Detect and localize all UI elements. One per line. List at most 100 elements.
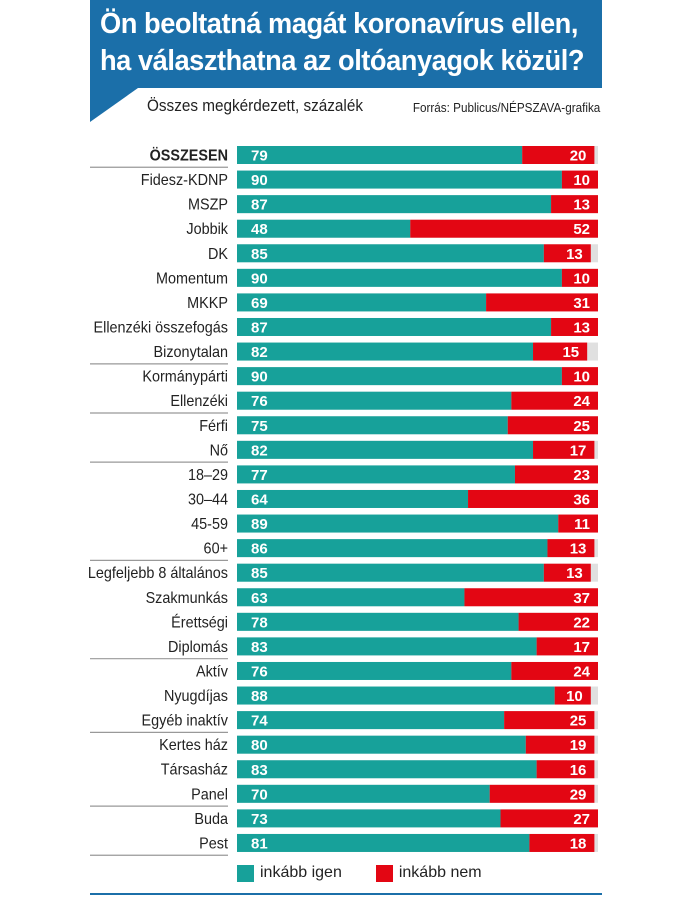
value-label-nem: 10 [566,688,583,705]
category-label: Fidesz-KDNP [141,171,228,189]
bar-igen [237,170,562,189]
bar-igen [237,465,515,484]
legend-label-igen: inkább igen [260,864,342,881]
bar-nem [410,219,598,238]
value-label-igen: 48 [251,221,268,238]
bar-igen [237,686,555,705]
value-label-nem: 27 [573,811,590,828]
value-label-nem: 37 [573,590,590,607]
value-label-igen: 90 [251,270,268,287]
value-label-igen: 89 [251,516,268,533]
category-label: 18–29 [188,466,228,484]
category-label: Diplomás [168,638,228,656]
value-label-nem: 23 [573,467,590,484]
category-label: 60+ [204,540,229,558]
value-label-igen: 87 [251,319,268,336]
category-label: MKKP [187,294,228,312]
legend-swatch-nem [375,864,393,882]
bar-igen [237,195,552,214]
category-label: Nő [210,442,228,460]
category-label: ÖSSZESEN [150,147,228,165]
bar-igen [237,760,537,779]
bar-nem [551,195,598,214]
bar-nem [547,539,595,558]
bar-igen [237,539,548,558]
bar-igen [237,391,512,410]
category-label: Panel [191,786,228,804]
value-label-igen: 70 [251,786,268,803]
value-label-igen: 85 [251,246,268,263]
chart-title: Ön beoltatná magát koronavírus ellen, ha… [100,6,584,80]
bar-igen [237,440,534,459]
value-label-igen: 76 [251,393,268,410]
category-label: Aktív [196,663,228,681]
bar-igen [237,317,552,336]
category-label: Kormánypárti [142,368,228,386]
bar-nem [536,637,598,656]
bar-nem [486,293,598,312]
value-label-igen: 90 [251,369,268,386]
category-label: Társasház [161,761,228,779]
value-label-nem: 10 [573,369,590,386]
category-label: DK [208,245,228,263]
bar-nem [504,711,595,730]
legend-swatch-igen [237,864,254,882]
value-label-igen: 79 [251,148,268,165]
bar-nem [543,244,591,263]
bar-nem [489,784,595,803]
value-label-nem: 10 [573,270,590,287]
category-label: Szakmunkás [146,589,229,607]
category-label: 30–44 [188,491,229,509]
value-label-igen: 63 [251,590,268,607]
value-label-nem: 36 [573,491,590,508]
bar-nem [522,146,595,164]
value-label-nem: 17 [573,639,590,656]
bar-igen [237,612,519,631]
value-label-nem: 13 [566,565,583,582]
bar-nem [561,367,598,386]
legend-item-nem: inkább nem [375,864,482,882]
category-label: Legfeljebb 8 általános [88,565,228,583]
bar-nem [511,391,598,410]
value-label-igen: 87 [251,197,268,214]
bar-nem [507,416,598,435]
value-label-igen: 83 [251,762,268,779]
title-line-2: ha választhatna az oltóanyagok közül? [100,45,585,77]
value-label-igen: 74 [251,713,268,730]
category-label: Kertes ház [159,737,228,755]
bar-nem [529,833,595,852]
bar-igen [237,711,505,730]
bar-nem [561,268,598,287]
bar-igen [237,244,544,263]
bar-nem [533,440,595,459]
bar-nem [536,760,595,779]
bar-igen [237,661,512,680]
legend-item-igen: inkább igen [237,864,342,882]
value-label-nem: 15 [562,344,579,361]
bar-nem [468,489,598,508]
bar-igen [237,268,562,287]
category-label: 45-59 [191,515,228,533]
category-label: Férfi [199,417,228,435]
value-label-igen: 85 [251,565,268,582]
value-label-igen: 77 [251,467,268,484]
bar-igen [237,293,487,312]
bar-igen [237,563,544,582]
category-label: Nyugdíjas [164,687,228,705]
bar-nem [558,514,598,533]
bar-igen [237,367,562,386]
value-label-nem: 25 [573,418,590,435]
category-label: Bizonytalan [154,343,228,361]
value-label-igen: 86 [251,541,268,558]
value-label-nem: 13 [570,541,587,558]
bar-igen [237,735,526,754]
value-label-nem: 18 [570,835,587,852]
value-label-nem: 24 [573,393,590,410]
bar-nem [464,588,598,607]
subtitle: Összes megkérdezett, százalék [147,96,363,115]
value-label-igen: 76 [251,663,268,680]
bar-nem [511,661,598,680]
source: Forrás: Publicus/NÉPSZAVA-grafika [412,100,600,115]
bottom-rule [90,893,602,895]
callout-tail [90,88,138,122]
